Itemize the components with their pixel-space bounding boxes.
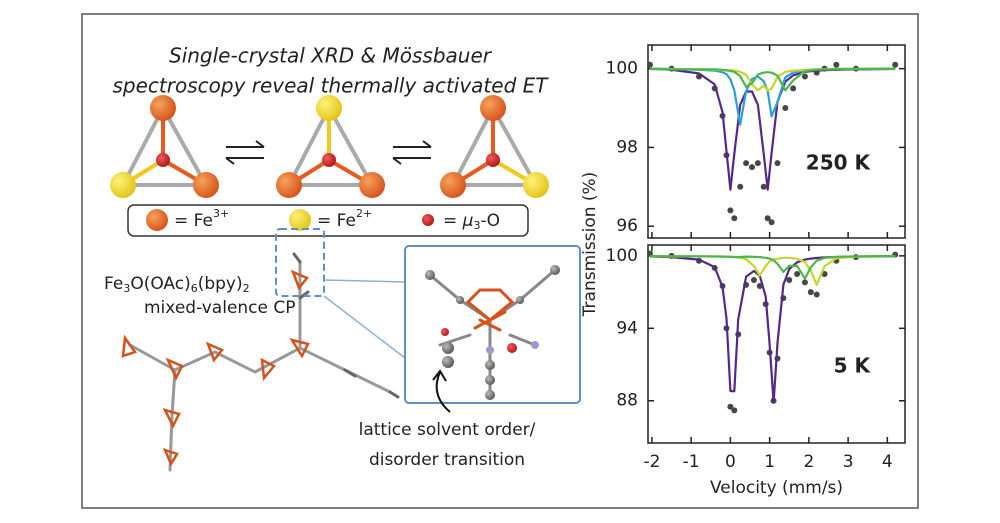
zoom-lines bbox=[323, 279, 406, 359]
data-point bbox=[801, 73, 808, 80]
data-point bbox=[754, 160, 761, 167]
y-tick-label: 88 bbox=[616, 391, 638, 411]
plot-frame bbox=[647, 244, 906, 444]
data-point bbox=[813, 291, 820, 298]
y-tick-label: 98 bbox=[616, 137, 638, 157]
cluster-2 bbox=[276, 95, 385, 198]
data-point bbox=[807, 289, 814, 296]
legend-icon bbox=[289, 209, 311, 231]
x-tick-label: 2 bbox=[803, 452, 814, 472]
caption-arrow bbox=[432, 369, 451, 413]
x-axis-label: Velocity (mm/s) bbox=[710, 478, 843, 498]
equilibrium-arrows bbox=[225, 140, 432, 165]
x-tick-label: 3 bbox=[843, 452, 854, 472]
data-point bbox=[892, 61, 899, 68]
data-point bbox=[790, 85, 797, 92]
caption-line: disorder transition bbox=[369, 450, 525, 470]
data-point bbox=[727, 403, 734, 410]
y-axis-label: Transmission (%) bbox=[580, 172, 600, 318]
legend-box bbox=[127, 204, 529, 237]
fit-curve bbox=[649, 255, 896, 280]
compound-description: mixed-valence CP bbox=[144, 298, 296, 318]
data-point bbox=[764, 215, 771, 222]
temperature-label: 250 K bbox=[806, 151, 872, 175]
y-tick-label: 96 bbox=[616, 216, 638, 236]
data-point bbox=[646, 61, 653, 68]
data-point bbox=[737, 183, 744, 190]
legend-label: = μ3-O bbox=[443, 211, 500, 232]
x-tick-label: -2 bbox=[643, 452, 660, 472]
data-point bbox=[786, 277, 793, 284]
legend-label: = Fe3+ bbox=[174, 207, 229, 231]
cluster-1 bbox=[110, 95, 219, 198]
y-tick-label: 100 bbox=[606, 246, 638, 266]
data-point bbox=[731, 215, 738, 222]
data-point bbox=[646, 250, 653, 257]
fit-curve bbox=[649, 67, 896, 126]
x-tick-label: 4 bbox=[882, 452, 893, 472]
data-point bbox=[731, 407, 738, 414]
data-point bbox=[768, 219, 775, 226]
title-line: spectroscopy reveal thermally activated … bbox=[113, 74, 550, 98]
data-point bbox=[801, 279, 808, 286]
title-line: Single-crystal XRD & Mössbauer bbox=[169, 44, 493, 68]
legend-icon bbox=[146, 209, 168, 231]
compound-formula: Fe3O(OAc)6(bpy)2 bbox=[104, 274, 250, 295]
legend-label: = Fe2+ bbox=[317, 207, 372, 231]
data-point bbox=[782, 105, 789, 112]
fit-curve bbox=[649, 67, 896, 92]
x-tick-label: -1 bbox=[683, 452, 700, 472]
y-tick-label: 94 bbox=[616, 318, 638, 338]
data-point bbox=[794, 270, 801, 277]
frame bbox=[81, 13, 919, 509]
temperature-label: 5 K bbox=[834, 354, 872, 378]
cluster-3 bbox=[440, 95, 549, 198]
fit-curve bbox=[649, 255, 896, 404]
data-point bbox=[833, 61, 840, 68]
caption-line: lattice solvent order/ bbox=[359, 420, 536, 440]
inset-structure bbox=[425, 265, 560, 400]
x-tick-label: 0 bbox=[725, 452, 736, 472]
y-tick-label: 100 bbox=[606, 59, 638, 79]
x-tick-label: 1 bbox=[764, 452, 775, 472]
spectra: 96 98 100 250 K Transmission (%) 88 94 100 -2 -1 0… bbox=[580, 44, 906, 498]
data-point bbox=[748, 164, 755, 171]
data-point bbox=[774, 160, 781, 167]
data-point bbox=[727, 207, 734, 214]
data-point bbox=[760, 183, 767, 190]
plot-frame bbox=[647, 44, 906, 239]
legend-icon bbox=[422, 214, 434, 226]
data-point bbox=[750, 277, 757, 284]
data-point bbox=[743, 160, 750, 167]
